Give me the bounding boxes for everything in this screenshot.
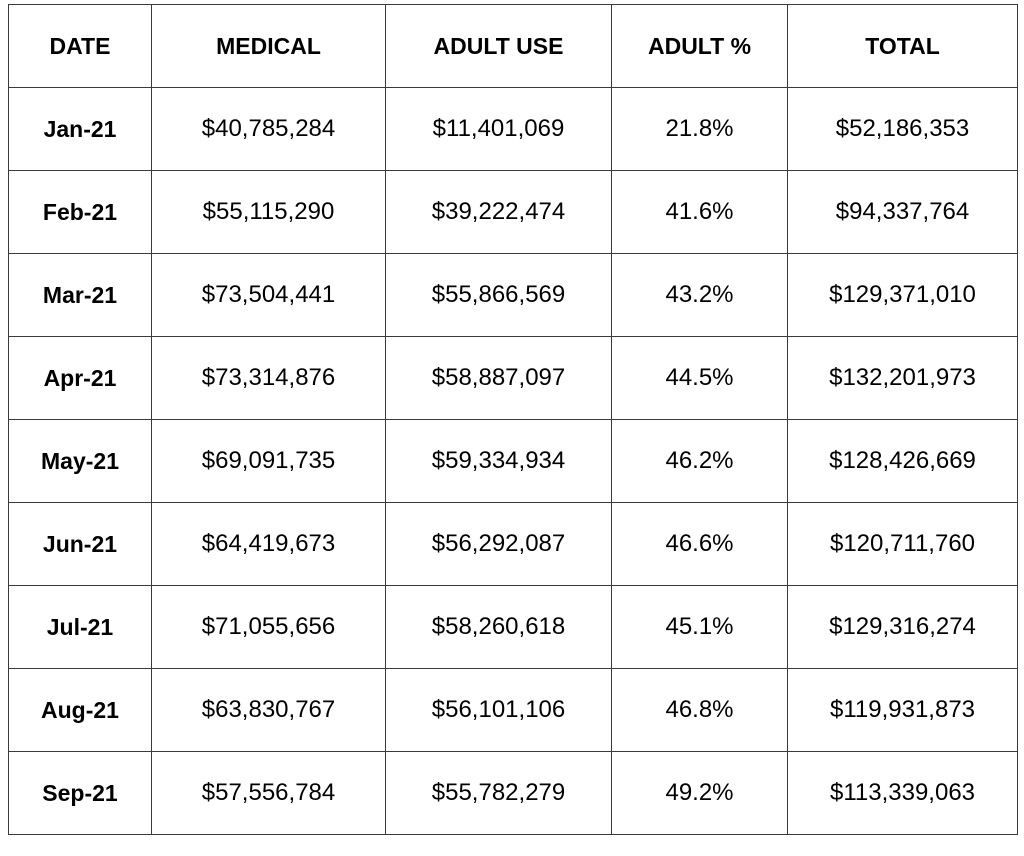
- cell-adult-use: $56,292,087: [385, 502, 612, 586]
- cell-medical: $71,055,656: [151, 585, 386, 669]
- cell-medical: $69,091,735: [151, 419, 386, 503]
- cell-date: Jul-21: [8, 585, 152, 669]
- cell-date: Jan-21: [8, 87, 152, 171]
- header-adult-use: ADULT USE: [385, 4, 612, 88]
- header-date: DATE: [8, 4, 152, 88]
- header-medical: MEDICAL: [151, 4, 386, 88]
- cell-medical: $57,556,784: [151, 751, 386, 835]
- cell-adult-use: $56,101,106: [385, 668, 612, 752]
- cell-total: $128,426,669: [787, 419, 1018, 503]
- cell-date: Sep-21: [8, 751, 152, 835]
- table-row: Mar-21 $73,504,441 $55,866,569 43.2% $12…: [8, 253, 1018, 337]
- cell-total: $94,337,764: [787, 170, 1018, 254]
- header-total: TOTAL: [787, 4, 1018, 88]
- cell-medical: $55,115,290: [151, 170, 386, 254]
- table-row: Jun-21 $64,419,673 $56,292,087 46.6% $12…: [8, 502, 1018, 586]
- header-row: DATE MEDICAL ADULT USE ADULT % TOTAL: [8, 4, 1018, 88]
- cell-total: $129,316,274: [787, 585, 1018, 669]
- cell-adult-pct: 46.6%: [611, 502, 788, 586]
- cell-date: Apr-21: [8, 336, 152, 420]
- cell-adult-pct: 46.2%: [611, 419, 788, 503]
- cell-medical: $64,419,673: [151, 502, 386, 586]
- cell-adult-pct: 41.6%: [611, 170, 788, 254]
- cell-medical: $73,504,441: [151, 253, 386, 337]
- table-row: May-21 $69,091,735 $59,334,934 46.2% $12…: [8, 419, 1018, 503]
- cell-total: $129,371,010: [787, 253, 1018, 337]
- cell-adult-use: $11,401,069: [385, 87, 612, 171]
- header-adult-pct: ADULT %: [611, 4, 788, 88]
- cell-adult-use: $55,782,279: [385, 751, 612, 835]
- cell-total: $52,186,353: [787, 87, 1018, 171]
- table-row: Jan-21 $40,785,284 $11,401,069 21.8% $52…: [8, 87, 1018, 171]
- cell-medical: $40,785,284: [151, 87, 386, 171]
- cell-total: $132,201,973: [787, 336, 1018, 420]
- cell-date: Feb-21: [8, 170, 152, 254]
- cell-medical: $63,830,767: [151, 668, 386, 752]
- table-row: Aug-21 $63,830,767 $56,101,106 46.8% $11…: [8, 668, 1018, 752]
- sales-table: DATE MEDICAL ADULT USE ADULT % TOTAL Jan…: [8, 4, 1018, 835]
- cell-adult-pct: 21.8%: [611, 87, 788, 171]
- cell-medical: $73,314,876: [151, 336, 386, 420]
- cell-date: Mar-21: [8, 253, 152, 337]
- table-row: Apr-21 $73,314,876 $58,887,097 44.5% $13…: [8, 336, 1018, 420]
- cell-adult-pct: 49.2%: [611, 751, 788, 835]
- cell-adult-pct: 46.8%: [611, 668, 788, 752]
- cell-date: May-21: [8, 419, 152, 503]
- cell-adult-use: $55,866,569: [385, 253, 612, 337]
- cell-adult-use: $59,334,934: [385, 419, 612, 503]
- cell-adult-use: $58,887,097: [385, 336, 612, 420]
- cell-total: $120,711,760: [787, 502, 1018, 586]
- cell-total: $113,339,063: [787, 751, 1018, 835]
- cell-date: Jun-21: [8, 502, 152, 586]
- cell-adult-pct: 45.1%: [611, 585, 788, 669]
- cell-adult-use: $39,222,474: [385, 170, 612, 254]
- cell-adult-pct: 43.2%: [611, 253, 788, 337]
- table-row: Sep-21 $57,556,784 $55,782,279 49.2% $11…: [8, 751, 1018, 835]
- cell-date: Aug-21: [8, 668, 152, 752]
- cell-total: $119,931,873: [787, 668, 1018, 752]
- table-row: Jul-21 $71,055,656 $58,260,618 45.1% $12…: [8, 585, 1018, 669]
- table-row: Feb-21 $55,115,290 $39,222,474 41.6% $94…: [8, 170, 1018, 254]
- cell-adult-pct: 44.5%: [611, 336, 788, 420]
- cell-adult-use: $58,260,618: [385, 585, 612, 669]
